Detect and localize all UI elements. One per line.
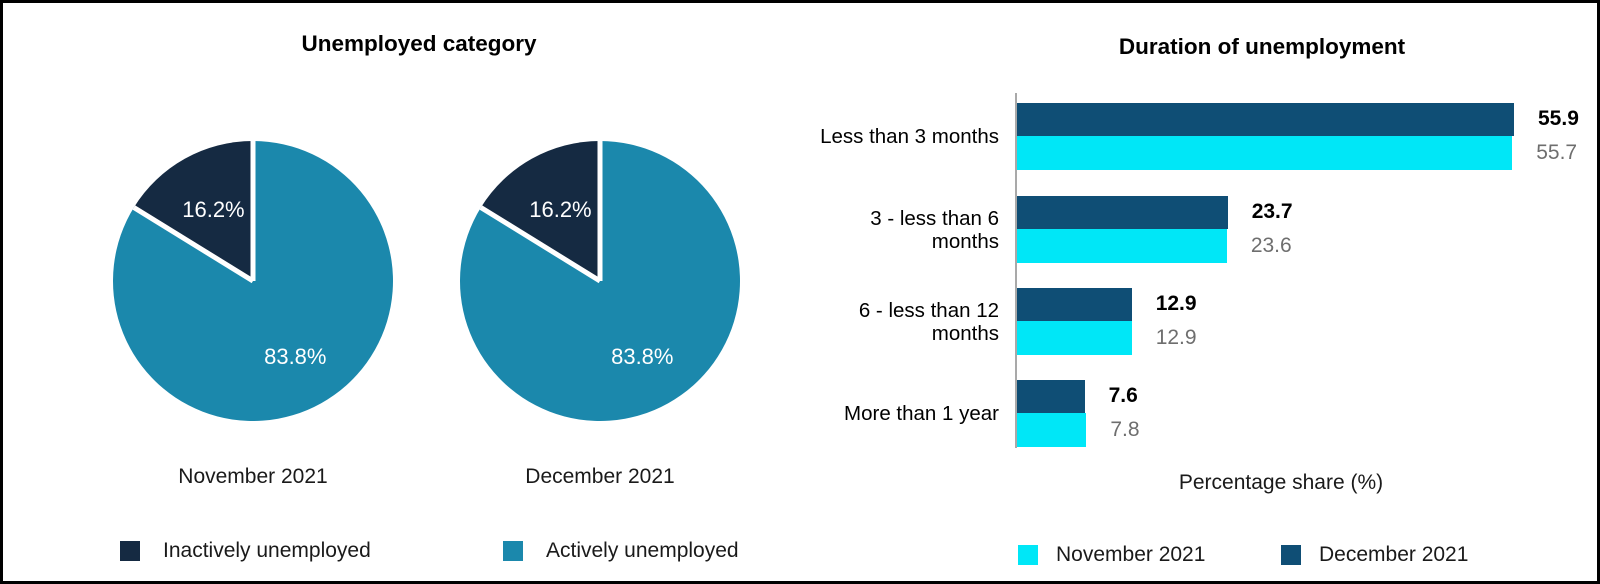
legend-swatch	[1018, 545, 1038, 565]
bar-november	[1017, 321, 1132, 355]
legend-label: December 2021	[1319, 543, 1469, 566]
bar-value-label-november: 23.6	[1250, 234, 1292, 257]
bar-december	[1017, 196, 1228, 229]
legend-swatch	[1281, 545, 1301, 565]
bar-value-label-november: 12.9	[1155, 326, 1197, 349]
pie-figure: 16.2% 83.8%	[103, 131, 403, 436]
category-label: Less than 3 months	[820, 125, 999, 148]
pie-slice-separator	[479, 205, 602, 284]
bar-november	[1017, 413, 1087, 447]
bar-panel-title: Duration of unemployment	[1118, 34, 1406, 59]
bar-value-label-december: 7.6	[1108, 384, 1138, 407]
legend-label: Inactively unemployed	[163, 539, 371, 562]
pie-slice-inactive	[480, 141, 600, 281]
pie-caption: December 2021	[525, 465, 675, 488]
pie-chart-december-2021: 16.2% 83.8%	[460, 141, 740, 421]
bar-value-label-december: 12.9	[1155, 292, 1197, 315]
legend-label: Actively unemployed	[546, 539, 739, 562]
legend-swatch	[503, 541, 523, 561]
category-label: 6 - less than 12 months	[858, 299, 999, 345]
pie-chart-november-2021: 16.2% 83.8%	[112, 141, 393, 421]
bar-value-label-december: 55.9	[1538, 107, 1579, 130]
pie-slice-label: 83.8%	[264, 344, 326, 369]
pie-slice-label: 16.2%	[529, 197, 591, 222]
pie-slice-inactive	[133, 141, 253, 281]
bar-december	[1017, 103, 1514, 136]
pie-slice-label: 83.8%	[611, 344, 673, 369]
legend-swatch	[120, 541, 140, 561]
legend-label: November 2021	[1056, 543, 1206, 566]
pie-caption: November 2021	[178, 465, 328, 488]
x-axis-label: Percentage share (%)	[1178, 471, 1384, 494]
bar-december	[1017, 380, 1085, 413]
pie-slice-separator	[132, 205, 255, 284]
bar-value-label-november: 7.8	[1110, 418, 1140, 441]
bar-november	[1017, 229, 1227, 263]
bar-december	[1017, 288, 1132, 321]
bar-value-label-december: 23.7	[1251, 200, 1293, 223]
pie-panel-title: Unemployed category	[301, 31, 537, 56]
y-axis-line	[1015, 93, 1017, 448]
pie-figure: 16.2% 83.8%	[450, 131, 750, 436]
pie-slice-label: 16.2%	[182, 197, 244, 222]
bar-value-label-november: 55.7	[1536, 141, 1578, 164]
category-label: 3 - less than 6 months	[870, 207, 999, 253]
bar-november	[1017, 136, 1513, 170]
category-label: More than 1 year	[844, 402, 999, 425]
